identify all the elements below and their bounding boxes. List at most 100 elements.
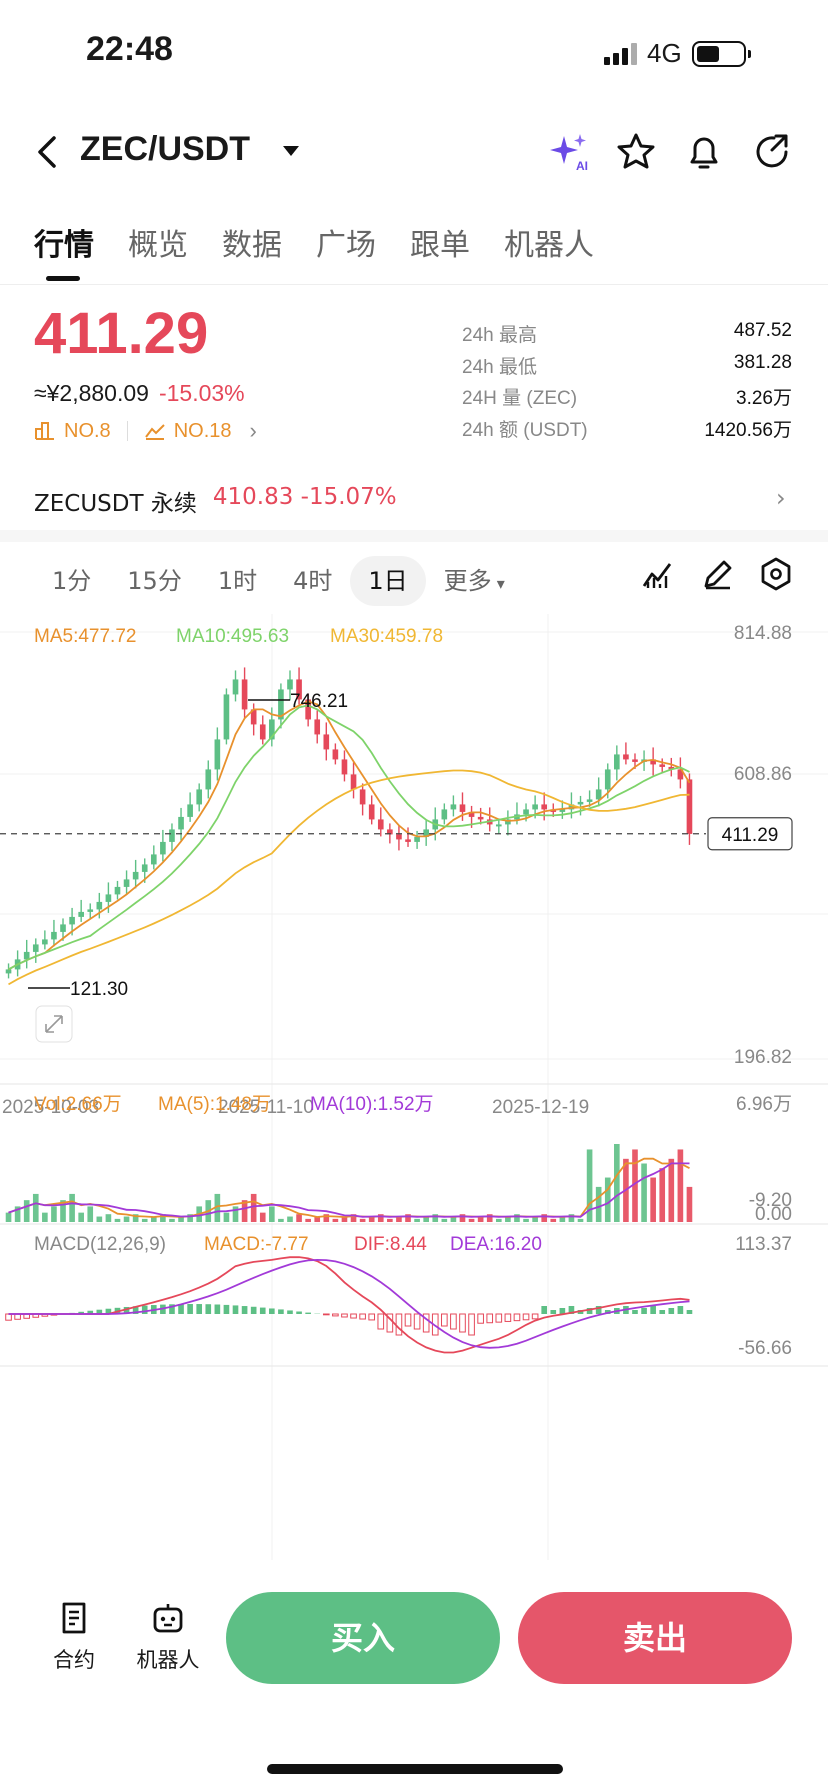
volume-bar [686, 1186, 693, 1222]
macd-bar [141, 1305, 148, 1314]
indicator-icon[interactable] [640, 556, 676, 592]
interval-bar: 1分 15分 1时 4时 1日 更多 [34, 556, 523, 606]
kline-chart[interactable]: 411.29 746.21 121.30 814.88 608.86 196.82 -9.2… [0, 614, 828, 1560]
macd-bar [359, 1313, 366, 1320]
macd-bar [477, 1313, 484, 1324]
tab-robot[interactable]: 机器人 [504, 228, 594, 263]
volume-bar [87, 1206, 94, 1222]
macd-bar [341, 1313, 348, 1318]
buy-button[interactable]: 买入 [226, 1592, 500, 1684]
volume-bar [141, 1218, 148, 1222]
volume-bar [105, 1214, 112, 1222]
volume-bar [514, 1214, 520, 1222]
stat-label: 24h 最低 [462, 356, 537, 378]
vol-ma5-label: MA(5):1.48万 [158, 1094, 271, 1115]
volume-bar [568, 1214, 575, 1222]
chevron-down-icon[interactable] [283, 146, 299, 156]
macd-bar [641, 1308, 647, 1314]
back-icon[interactable] [32, 132, 64, 172]
tab-square[interactable]: 广场 [316, 228, 376, 263]
candle-body [323, 734, 330, 750]
bell-icon[interactable] [682, 130, 726, 174]
tab-active-indicator [46, 276, 80, 281]
chart-labels: 411.29 746.21 121.30 814.88 608.86 196.82 -9.2… [0, 623, 793, 1359]
candle-body [586, 799, 593, 802]
volume-bar [368, 1216, 375, 1222]
candle-body [150, 854, 157, 865]
rank-2: NO.18 [173, 419, 232, 442]
candle-body [169, 829, 175, 842]
settings-hexagon-icon[interactable] [758, 556, 794, 592]
volume-bar [641, 1163, 647, 1222]
stat-row-volume: 24H 量 (ZEC) 3.26万 [462, 383, 792, 415]
network-label: 4G [647, 38, 682, 68]
ai-sparkle-icon[interactable]: AI [548, 130, 592, 174]
candle-body [232, 679, 239, 695]
candle-body [287, 679, 293, 690]
candle-body [350, 774, 357, 790]
macd-bar [559, 1308, 566, 1314]
macd-bar [659, 1310, 666, 1314]
volume-bar [169, 1218, 175, 1222]
macd-bar [214, 1304, 221, 1314]
interval-1d[interactable]: 1日 [350, 556, 426, 606]
candle-body [105, 894, 112, 902]
tab-copy-trade[interactable]: 跟单 [410, 228, 470, 263]
cny-price: ≈¥2,880.09 [34, 380, 149, 406]
tab-overview[interactable]: 概览 [128, 228, 188, 263]
rank-line[interactable]: NO.8 NO.18 › [34, 418, 257, 444]
candle-body [595, 789, 602, 800]
change-percent: -15.03% [158, 380, 245, 406]
share-icon[interactable] [750, 130, 794, 174]
tab-bar: 行情 概览 数据 广场 跟单 机器人 [34, 220, 628, 264]
volume-bar [5, 1212, 12, 1222]
volume-bar [577, 1218, 584, 1222]
macd-bar [595, 1306, 602, 1314]
macd-bar [513, 1313, 521, 1322]
candle-body [387, 829, 393, 835]
macd-bar [178, 1304, 184, 1314]
candle-body [623, 754, 629, 760]
price-axis-label: 196.82 [734, 1047, 792, 1068]
interval-1h[interactable]: 1时 [217, 567, 258, 595]
perp-row[interactable]: ZECUSDT 永续 410.83 -15.07% [34, 484, 397, 518]
star-icon[interactable] [614, 130, 658, 174]
cny-price-line: ≈¥2,880.09 -15.03% [34, 380, 245, 407]
interval-4h[interactable]: 4时 [293, 567, 333, 595]
volume-bar [523, 1218, 529, 1222]
chevron-right-icon[interactable]: › [776, 484, 786, 512]
robot-button[interactable]: 机器人 [128, 1600, 208, 1674]
tab-data[interactable]: 数据 [222, 228, 282, 263]
candle-body [60, 924, 66, 932]
candle-body [214, 739, 221, 770]
tab-market[interactable]: 行情 [34, 228, 94, 263]
dea-label: DEA:16.20 [450, 1234, 542, 1255]
sell-button[interactable]: 卖出 [518, 1592, 792, 1684]
status-indicators: 4G [604, 38, 751, 69]
candle-body [568, 804, 575, 810]
candle-body [468, 811, 475, 817]
divider [126, 421, 128, 441]
candle-body [523, 809, 529, 815]
volume-bar [232, 1206, 239, 1222]
interval-more[interactable]: 更多 [426, 556, 523, 606]
macd-axis-label: 113.37 [735, 1234, 792, 1255]
candle-body [377, 819, 384, 830]
volume-bars [5, 1144, 693, 1222]
date-axis-label: 2025-10-03 [2, 1097, 99, 1118]
volume-bar [432, 1214, 439, 1222]
macd-bar [686, 1310, 693, 1314]
candle-body [477, 816, 484, 820]
interval-1m[interactable]: 1分 [52, 567, 92, 595]
interval-15m[interactable]: 15分 [127, 567, 182, 595]
candle-body [677, 769, 684, 780]
contract-icon [62, 1602, 86, 1634]
candle-body [250, 709, 257, 725]
macd-bar [332, 1313, 339, 1317]
candle-body [659, 764, 666, 767]
stat-row-low: 24h 最低 381.28 [462, 352, 792, 384]
macd-bar [196, 1304, 203, 1314]
pen-icon[interactable] [700, 556, 736, 592]
pair-title[interactable]: ZEC/USDT [80, 130, 250, 168]
contract-button[interactable]: 合约 [34, 1600, 114, 1674]
